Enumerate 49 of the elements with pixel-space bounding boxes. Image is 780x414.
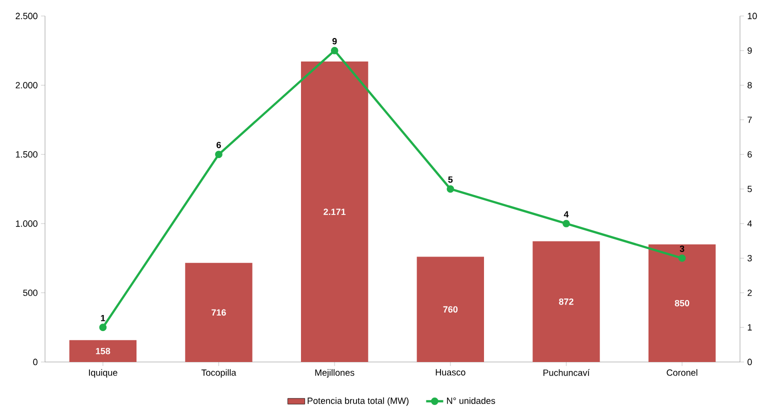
data-label: 5 [448, 176, 453, 183]
data-label: 6 [216, 142, 221, 148]
legend-label: N° unidades [447, 397, 496, 404]
bar [532, 241, 600, 362]
y-tick-label: 2.500 [16, 12, 38, 20]
data-label: 4 [564, 211, 569, 218]
y2-tick-label: 2 [748, 290, 752, 296]
point [99, 324, 107, 332]
point [446, 185, 454, 193]
y-tick-label: 1.000 [16, 220, 38, 227]
y2-tick-label: 5 [748, 186, 752, 192]
x-tick-label: Mejillones [315, 369, 354, 378]
data-label: 3 [680, 246, 684, 252]
y-tick-label: 2.000 [16, 82, 38, 88]
data-label: 9 [332, 38, 337, 44]
y2-tick-label: 3 [748, 254, 752, 262]
y2-tick-label: 1 [748, 324, 752, 330]
point [330, 46, 338, 54]
point [562, 220, 570, 228]
x-tick-label: Tocopilla [201, 369, 236, 378]
y2-tick-label: 7 [748, 116, 752, 123]
y-tick-label: 500 [23, 290, 38, 296]
x-tick-label: Puchuncaví [543, 369, 590, 376]
x-tick-label: Huasco [436, 369, 466, 376]
bar [69, 340, 137, 362]
data-label: 872 [559, 298, 574, 305]
bar [300, 62, 368, 362]
y2-tick-label: 0 [748, 358, 752, 366]
y-tick-label: 0 [33, 358, 38, 366]
y-tick-label: 1.500 [16, 151, 38, 158]
data-label: 2.171 [324, 208, 346, 215]
data-label: 850 [674, 300, 690, 306]
y2-tick-label: 10 [748, 12, 757, 20]
point [678, 254, 686, 262]
data-label: 716 [212, 309, 226, 316]
bar [185, 262, 252, 362]
y2-tick-label: 6 [748, 151, 752, 158]
bar [648, 244, 716, 362]
y2-tick-label: 8 [748, 82, 752, 88]
legend-label: Potencia bruta total (MW) [308, 397, 408, 406]
bar [416, 256, 484, 362]
point [215, 150, 222, 158]
data-label: 760 [443, 306, 458, 313]
data-label: 1 [100, 314, 106, 322]
y2-tick-label: 4 [747, 220, 752, 227]
data-label: 158 [96, 348, 110, 354]
y2-tick-label: 9 [748, 47, 752, 54]
x-tick-label: Coronel [666, 369, 698, 376]
x-tick-label: Iquique [88, 369, 118, 378]
